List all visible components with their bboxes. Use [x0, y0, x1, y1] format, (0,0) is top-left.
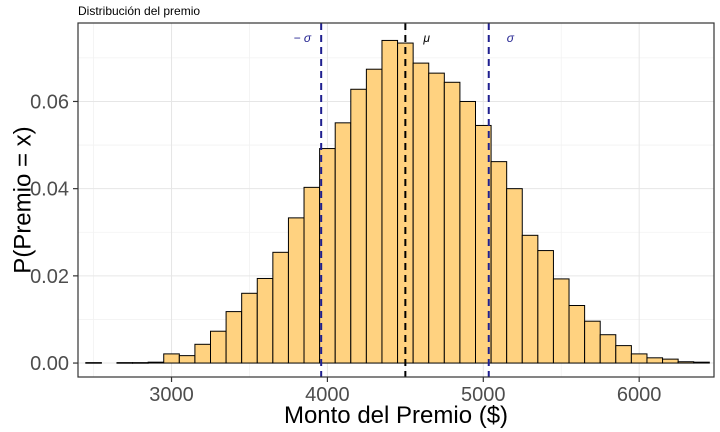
histogram-bar [225, 311, 243, 364]
reference-line-label: − σ [294, 31, 312, 45]
histogram-bar [552, 278, 570, 364]
histogram-bar [599, 334, 617, 364]
histogram-bars [85, 39, 710, 364]
histogram-bar [365, 68, 383, 364]
histogram-bar [615, 345, 632, 364]
histogram-bar [303, 186, 321, 364]
y-tick-label: 0.06 [30, 91, 69, 113]
x-axis-title: Monto del Premio ($) [284, 402, 508, 429]
y-tick-label: 0.00 [30, 353, 69, 375]
x-tick-label: 6000 [617, 384, 662, 406]
panel-border [77, 22, 715, 378]
histogram-bar [85, 362, 102, 364]
histogram-bar [241, 292, 258, 364]
x-tick-label: 4000 [305, 384, 350, 406]
histogram-bar [521, 234, 539, 364]
histogram-bar [350, 88, 367, 364]
histogram-bar [568, 305, 586, 364]
histogram-bar [443, 81, 461, 364]
histogram-bar [428, 72, 445, 364]
histogram-bar [630, 353, 648, 364]
reference-line-label: μ [422, 31, 430, 45]
histogram-bar [287, 217, 305, 364]
x-tick-label: 5000 [461, 384, 506, 406]
histogram-bar [506, 188, 523, 364]
chart-title: Distribución del premio [78, 4, 200, 18]
y-axis-title: P(Premio = x) [9, 126, 36, 273]
axes: 3000 4000 5000 6000 0.00 0.02 0.04 0.06 [30, 91, 661, 406]
histogram-bar [334, 122, 352, 364]
histogram-bar [272, 251, 289, 364]
histogram-bar [459, 100, 477, 364]
histogram-bar [210, 330, 227, 364]
histogram-bar [584, 320, 601, 364]
histogram-bar [147, 361, 165, 364]
histogram-bar [537, 250, 554, 364]
histogram-bar [381, 39, 399, 364]
x-tick-label: 3000 [149, 384, 194, 406]
histogram-bar [662, 358, 679, 364]
y-tick-label: 0.02 [30, 266, 69, 288]
histogram-bar [677, 361, 695, 364]
histogram-bar [412, 62, 430, 364]
histogram-bar [646, 357, 664, 364]
histogram-bar [116, 362, 134, 364]
reference-line-label: σ [507, 31, 515, 45]
histogram-bar [256, 277, 274, 364]
histogram-bar [178, 355, 196, 364]
histogram-bar [132, 362, 149, 364]
histogram-bar [693, 361, 710, 364]
histogram-bar [194, 343, 211, 364]
histogram-bar [163, 353, 180, 364]
histogram-bar [490, 161, 508, 364]
y-tick-label: 0.04 [30, 179, 69, 201]
